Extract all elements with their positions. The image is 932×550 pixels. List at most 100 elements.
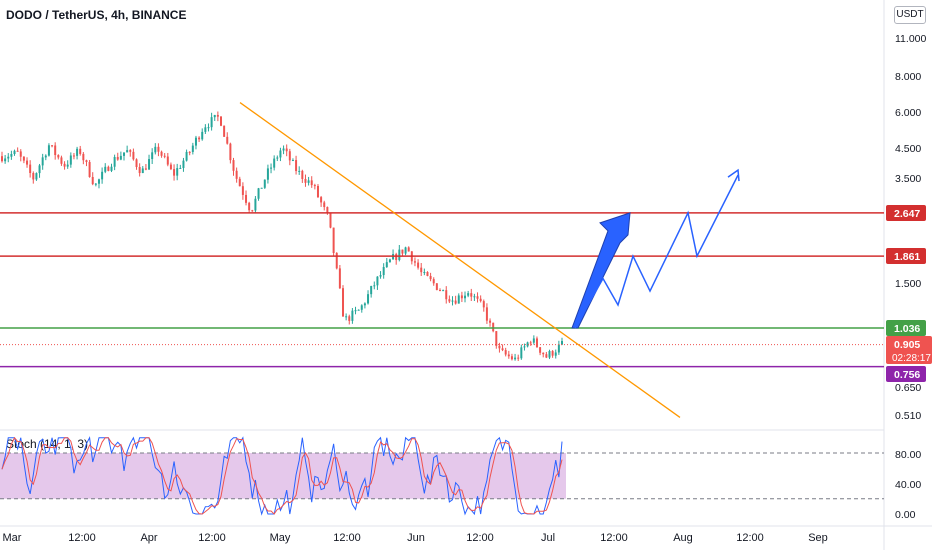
- candle-body: [526, 342, 529, 347]
- candle-body: [554, 352, 557, 356]
- time-tick: 12:00: [68, 532, 96, 544]
- time-axis: Mar 12:00 Apr 12:00 May 12:00 Jun 12:00 …: [3, 532, 828, 544]
- time-tick: 12:00: [600, 532, 628, 544]
- candle-body: [470, 293, 473, 297]
- candle-body: [188, 151, 191, 153]
- currency-button[interactable]: USDT: [894, 6, 926, 24]
- time-tick: Aug: [673, 532, 693, 544]
- candle-body: [401, 249, 404, 254]
- candle-body: [235, 170, 238, 179]
- candle-body: [301, 170, 304, 179]
- tag-1861: 1.861: [894, 251, 920, 263]
- candle-body: [482, 301, 485, 308]
- tag-countdown: 02:28:17: [892, 353, 931, 364]
- candle-body: [173, 169, 176, 176]
- candle-body: [448, 299, 451, 302]
- candle-body: [279, 150, 282, 158]
- candle-body: [492, 322, 495, 332]
- tag-2647: 2.647: [894, 208, 920, 220]
- price-tick: 0.650: [895, 382, 921, 394]
- candle-body: [107, 166, 110, 171]
- candle-body: [507, 354, 510, 357]
- candle-body: [514, 357, 517, 360]
- price-tick: 6.000: [895, 107, 921, 119]
- candle-body: [354, 310, 357, 312]
- candle-body: [7, 156, 10, 159]
- projection-path: [574, 174, 739, 329]
- price-axis: 11.000 8.000 6.000 4.500 3.500 1.500 0.6…: [895, 33, 926, 422]
- candle-body: [388, 259, 391, 263]
- candle-body: [373, 285, 376, 287]
- candle-body: [407, 247, 410, 252]
- stoch-tick: 40.00: [895, 479, 921, 491]
- price-tick: 8.000: [895, 71, 921, 83]
- candle-body: [288, 151, 291, 161]
- candle-body: [535, 338, 538, 348]
- candle-body: [160, 151, 163, 156]
- time-tick: Apr: [140, 532, 157, 544]
- candle-body: [338, 268, 341, 289]
- price-tick: 4.500: [895, 143, 921, 155]
- candle-body: [238, 178, 241, 187]
- candle-body: [548, 351, 551, 358]
- candle-body: [435, 283, 438, 290]
- candle-body: [326, 207, 329, 214]
- candle-body: [245, 194, 248, 203]
- candle-body: [191, 145, 194, 152]
- candle-body: [63, 163, 66, 167]
- candle-body: [26, 160, 29, 165]
- candle-body: [201, 131, 204, 140]
- candle-body: [85, 160, 88, 163]
- candle-body: [129, 150, 132, 152]
- candle-body: [241, 186, 244, 195]
- chart-title: DODO / TetherUS, 4h, BINANCE: [6, 8, 187, 22]
- candle-body: [398, 249, 401, 261]
- stoch-tick: 80.00: [895, 449, 921, 461]
- candle-body: [113, 157, 116, 167]
- candle-body: [464, 295, 467, 299]
- candle-body: [141, 168, 144, 174]
- candle-body: [376, 276, 379, 286]
- candle-body: [495, 331, 498, 346]
- candle-body: [154, 146, 157, 153]
- price-tick: 3.500: [895, 173, 921, 185]
- candle-body: [194, 137, 197, 146]
- candle-body: [420, 267, 423, 273]
- candle-body: [457, 295, 460, 304]
- candle-body: [110, 166, 113, 171]
- candle-body: [223, 125, 226, 137]
- candle-body: [101, 171, 104, 180]
- candle-body: [413, 261, 416, 263]
- candle-body: [429, 275, 432, 280]
- tag-1036-bg: [886, 320, 926, 336]
- candle-body: [295, 160, 298, 172]
- overlays-group: [0, 102, 884, 418]
- candle-body: [532, 338, 535, 343]
- candle-body: [254, 198, 257, 211]
- candle-body: [179, 167, 182, 169]
- candle-body: [523, 346, 526, 348]
- time-tick: Sep: [808, 532, 828, 544]
- candle-body: [263, 179, 266, 188]
- candle-body: [270, 167, 273, 169]
- candle-body: [438, 289, 441, 291]
- stoch-axis: 80.00 40.00 0.00: [895, 449, 921, 521]
- candle-body: [485, 307, 488, 321]
- candle-body: [542, 352, 545, 355]
- candle-body: [157, 146, 160, 152]
- time-tick: 12:00: [333, 532, 361, 544]
- candle-body: [345, 316, 348, 318]
- candle-body: [60, 157, 63, 164]
- candle-body: [166, 156, 169, 165]
- time-tick: 12:00: [466, 532, 494, 544]
- time-tick: 12:00: [198, 532, 226, 544]
- candle-body: [489, 320, 492, 323]
- candle-body: [219, 116, 222, 126]
- candle-body: [451, 300, 454, 302]
- candle-body: [257, 188, 260, 199]
- candle-body: [432, 279, 435, 284]
- candle-body: [151, 152, 154, 160]
- candle-body: [445, 290, 448, 300]
- candle-body: [260, 187, 263, 189]
